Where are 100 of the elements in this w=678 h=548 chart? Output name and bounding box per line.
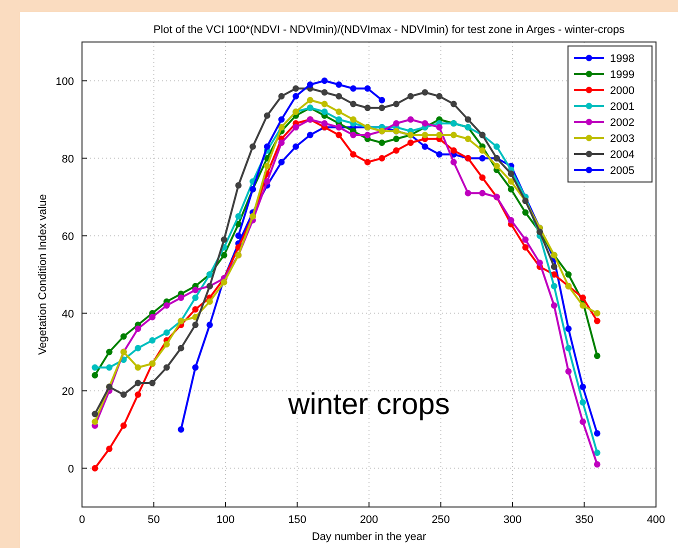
point — [450, 158, 457, 166]
point — [278, 93, 285, 100]
point — [192, 364, 199, 371]
point — [407, 140, 414, 146]
point — [163, 302, 170, 309]
point — [120, 422, 127, 429]
point — [565, 271, 572, 278]
point — [292, 143, 300, 150]
point — [436, 93, 443, 100]
point — [292, 93, 300, 100]
point — [494, 162, 500, 170]
legend-label: 2004 — [610, 149, 634, 161]
y-tick-label: 60 — [62, 230, 74, 243]
point — [92, 410, 98, 418]
legend-label: 2000 — [610, 85, 634, 97]
point — [407, 116, 414, 123]
point — [192, 286, 199, 294]
point — [321, 120, 328, 127]
y-tick-label: 0 — [68, 463, 74, 476]
point — [336, 116, 342, 123]
point — [178, 344, 184, 352]
point — [436, 151, 443, 158]
point — [464, 116, 472, 123]
point — [106, 348, 112, 356]
y-axis-title: Vegetation Condition Index value — [37, 194, 49, 355]
point — [235, 182, 242, 189]
point — [134, 391, 142, 398]
point — [422, 143, 428, 150]
point — [306, 81, 314, 88]
point — [479, 155, 486, 162]
x-axis-title: Day number in the year — [312, 531, 426, 543]
point — [206, 322, 213, 328]
legend-label: 2002 — [610, 117, 634, 129]
y-tick-label: 80 — [62, 153, 74, 166]
x-tick-label: 100 — [216, 514, 235, 526]
x-tick-label: 350 — [575, 514, 594, 526]
point — [92, 465, 98, 472]
point — [450, 147, 457, 154]
point — [120, 333, 127, 340]
x-tick-label: 400 — [646, 514, 666, 526]
point — [235, 213, 242, 220]
point — [393, 147, 400, 154]
point — [250, 143, 256, 150]
point — [508, 217, 514, 224]
point — [292, 124, 300, 130]
point — [220, 236, 228, 243]
point — [422, 132, 428, 138]
annotation: winter crops — [287, 388, 450, 421]
x-tick-label: 0 — [78, 514, 86, 526]
point — [192, 306, 199, 313]
x-tick-label: 250 — [432, 514, 450, 526]
point — [422, 89, 428, 96]
point — [464, 190, 472, 196]
point — [378, 155, 386, 162]
point — [163, 341, 170, 348]
legend-label: 2005 — [610, 165, 634, 177]
point — [580, 399, 586, 406]
point — [120, 391, 127, 398]
point — [106, 446, 112, 452]
point — [264, 143, 270, 150]
point — [522, 236, 529, 243]
point — [536, 260, 543, 266]
point — [594, 318, 600, 324]
point — [278, 116, 285, 123]
point — [220, 252, 228, 258]
point — [278, 158, 285, 166]
point — [106, 364, 112, 371]
point — [565, 326, 572, 332]
point — [580, 384, 586, 390]
point — [336, 81, 342, 88]
point — [580, 294, 586, 301]
point — [393, 120, 400, 127]
point — [479, 174, 486, 181]
point — [278, 140, 285, 146]
point — [522, 244, 529, 251]
point — [264, 112, 270, 119]
point — [436, 132, 443, 138]
point — [192, 322, 199, 328]
point — [594, 352, 600, 360]
point — [163, 364, 170, 371]
point — [565, 344, 572, 352]
point — [92, 364, 98, 371]
point — [494, 143, 500, 150]
chart-title: Plot of the VCI 100*(NDVI - NDVImin)/(NDVImax - NDVImin) for test zone in Arges - winter-crops — [153, 24, 626, 36]
point — [594, 461, 600, 468]
point — [508, 186, 514, 192]
point — [92, 418, 98, 425]
x-tick-label: 300 — [503, 514, 522, 526]
point — [350, 132, 356, 138]
point — [550, 264, 558, 270]
point — [393, 100, 400, 108]
point — [92, 372, 98, 378]
legend-label: 1999 — [610, 69, 634, 81]
point — [378, 104, 386, 112]
point — [321, 100, 328, 108]
point — [134, 380, 142, 386]
point — [306, 96, 314, 104]
point — [149, 337, 156, 344]
point — [550, 302, 558, 309]
point — [336, 132, 342, 138]
